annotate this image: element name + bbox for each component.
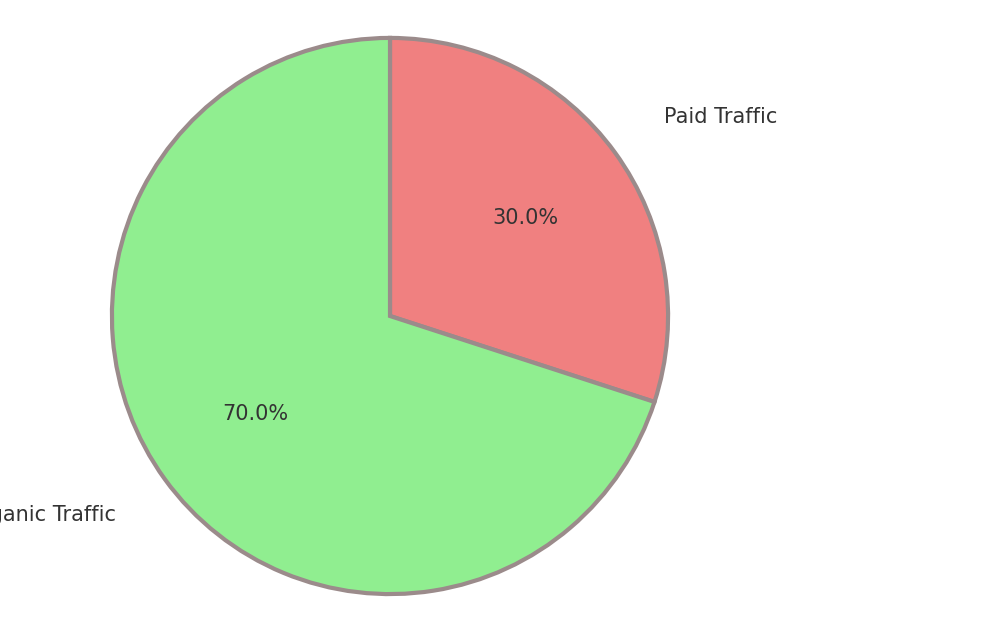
Text: Paid Traffic: Paid Traffic: [664, 107, 778, 126]
Text: 30.0%: 30.0%: [492, 208, 558, 228]
Text: 70.0%: 70.0%: [222, 404, 288, 424]
Text: Organic Traffic: Organic Traffic: [0, 506, 116, 525]
Wedge shape: [112, 38, 654, 594]
Wedge shape: [390, 38, 668, 402]
